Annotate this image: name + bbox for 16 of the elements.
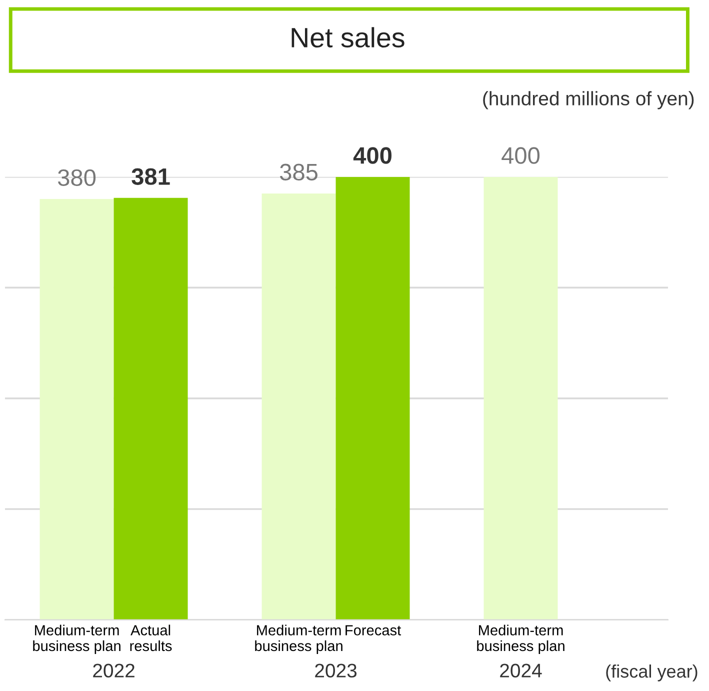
chart-title: Net sales [292,27,404,48]
text: (fiscal year) [606,664,698,682]
data-label: 385 [280,164,318,181]
data-label: 400 [502,147,540,164]
data-label: 381 [132,168,170,185]
x-tick-label: Medium-term business plan [255,624,342,654]
x-tick-label: Forecast [346,625,402,636]
x-tick-label: Medium-term business plan [477,624,564,654]
data-label: 380 [58,169,96,186]
text: 2023 [315,664,357,678]
x-tick-label: Medium-term business plan [33,624,120,654]
text: 2022 [93,664,134,678]
x-tick-label: Actual results [130,624,172,652]
data-label: 400 [353,147,392,164]
text: (hundred millions of yen) [483,91,694,110]
text: 2024 [500,664,542,678]
